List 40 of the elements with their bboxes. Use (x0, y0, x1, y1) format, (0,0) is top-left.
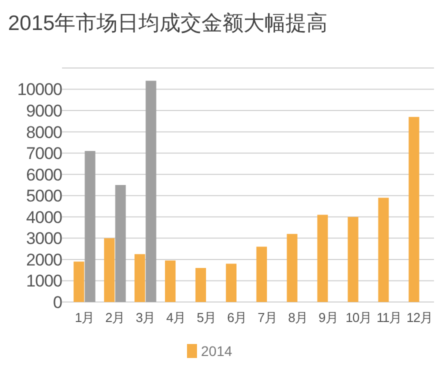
x-tick-label: 1月 (74, 310, 94, 325)
bar (115, 185, 126, 302)
bar (104, 238, 115, 302)
chart-title: 2015年市场日均成交金额大幅提高 (8, 12, 328, 35)
bar (146, 80, 156, 302)
bar (134, 254, 146, 302)
x-tick-label: 7月 (258, 310, 277, 325)
bar (256, 246, 267, 302)
x-tick-label: 10月 (346, 310, 372, 325)
x-tick-label: 6月 (227, 310, 246, 325)
bar (408, 116, 420, 302)
bar (84, 150, 96, 302)
bar (317, 214, 328, 302)
y-tick-label: 8000 (26, 122, 62, 142)
legend-label: 2014 (201, 343, 232, 359)
bar (164, 260, 176, 302)
y-tick-label: 5000 (26, 186, 62, 206)
y-tick-label: 9000 (26, 101, 62, 120)
x-tick-label: 12月 (406, 310, 433, 325)
bar (378, 198, 389, 302)
x-tick-label: 4月 (166, 310, 186, 325)
y-tick-label: 3000 (26, 229, 62, 248)
x-tick-label: 11月 (376, 310, 402, 325)
bar (74, 262, 84, 302)
x-tick-label: 8月 (288, 310, 308, 325)
bar (348, 216, 358, 302)
y-tick-label: 6000 (26, 165, 62, 184)
x-tick-label: 3月 (136, 310, 156, 325)
bar (226, 264, 236, 302)
y-tick-label: 0 (53, 292, 62, 312)
y-tick-label: 7000 (26, 144, 62, 164)
x-tick-label: 9月 (318, 310, 338, 325)
y-tick-label: 10000 (17, 80, 62, 100)
x-tick-label: 2月 (105, 310, 125, 325)
y-tick-label: 4000 (26, 208, 62, 227)
bar (195, 268, 206, 302)
x-tick-label: 5月 (196, 310, 216, 325)
y-tick-label: 2000 (26, 250, 62, 270)
bar (286, 234, 298, 302)
y-tick-label: 1000 (26, 272, 62, 291)
